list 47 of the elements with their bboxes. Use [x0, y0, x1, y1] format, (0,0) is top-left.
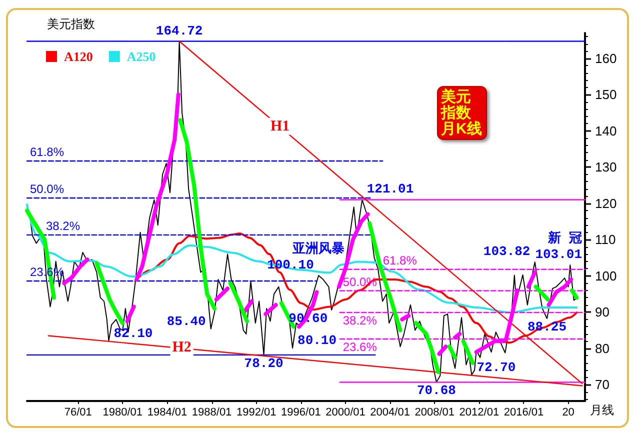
y-tick-label: 90 [595, 304, 610, 320]
annotation: 103.01 [535, 247, 582, 262]
series-label: 50.0% [30, 182, 64, 196]
y-tick-label: 160 [595, 50, 617, 66]
annotation: 164.72 [156, 23, 203, 38]
annotation: 70.68 [416, 383, 456, 398]
x-tick-label: 1984/01 [147, 406, 188, 418]
series-label: H2 [172, 340, 192, 356]
annotation: 78.20 [244, 356, 284, 371]
legend-label: A120 [64, 49, 93, 64]
y-tick-label: 140 [595, 123, 617, 138]
series-label: 38.2% [46, 218, 80, 233]
annotation: 82.10 [114, 326, 153, 341]
series-label: 23.6% [342, 340, 378, 354]
x-tick-label: 1980/01 [102, 406, 143, 418]
y-tick-label: 70 [595, 377, 610, 392]
series-label: H1 [270, 118, 290, 134]
y-tick-label: 150 [595, 87, 617, 102]
x-tick-label: 2004/01 [370, 406, 410, 418]
annotation: 亚洲风暴 [292, 242, 345, 257]
y-tick-label: 110 [595, 232, 616, 248]
x-tick-label: 2008/01 [414, 406, 454, 418]
legend-label: A250 [126, 49, 156, 64]
series-label: 38.2% [342, 314, 378, 328]
series-label: 61.8% [382, 253, 418, 268]
annotation: 80.10 [298, 333, 337, 348]
annotation: 85.40 [166, 314, 206, 329]
annotation: 103.82 [483, 244, 530, 260]
y-tick-label: 120 [595, 196, 617, 211]
series-label: 61.8% [30, 144, 64, 159]
annotation: 121.01 [366, 182, 414, 197]
x-tick-label: 1996/01 [281, 406, 321, 418]
x-tick-label: 2012/01 [459, 406, 500, 418]
y-tick-label: 80 [595, 340, 610, 356]
y-tick-label: 100 [595, 268, 617, 284]
text: 美元指数月K线 [440, 88, 482, 138]
x-tick-label: 1992/01 [236, 406, 276, 418]
x-axis-title: 月线 [590, 403, 614, 417]
x-tick-label: 76/01 [64, 406, 92, 418]
x-tick-label: 1988/01 [192, 406, 232, 418]
annotation: 新 冠 [547, 230, 582, 246]
y-tick-label: 130 [595, 160, 617, 175]
annotation: 72.70 [476, 360, 516, 375]
chart-title: 美元指数 [47, 17, 95, 31]
x-tick-label: 2000/01 [326, 406, 366, 418]
x-tick-label: 2016/01 [504, 406, 544, 418]
x-tick-label: 20 [562, 406, 574, 418]
